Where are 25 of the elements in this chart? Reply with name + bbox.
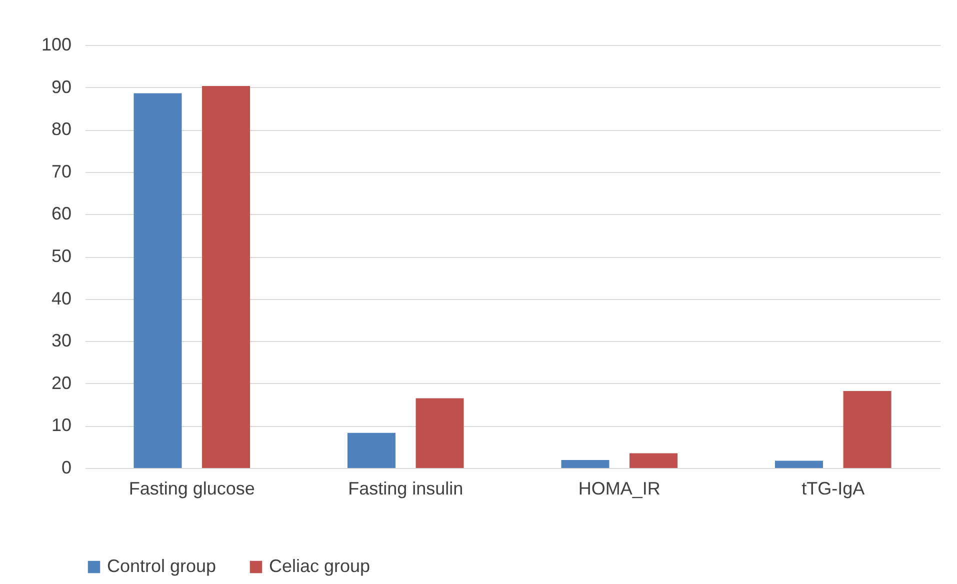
y-tick-label: 0 bbox=[61, 458, 72, 478]
bar bbox=[134, 93, 182, 468]
x-tick-label: tTG-IgA bbox=[802, 478, 865, 498]
bar bbox=[561, 460, 610, 468]
y-tick-label: 60 bbox=[51, 204, 72, 224]
y-tick-label: 20 bbox=[51, 372, 72, 393]
x-tick-label: Fasting insulin bbox=[348, 478, 464, 498]
y-tick-label: 90 bbox=[51, 76, 72, 97]
y-tick-label: 10 bbox=[51, 415, 72, 436]
bar bbox=[416, 398, 464, 468]
bar bbox=[202, 86, 250, 468]
y-tick-label: 50 bbox=[51, 246, 72, 266]
legend-label: Control group bbox=[107, 556, 216, 576]
bar bbox=[774, 460, 823, 468]
bar bbox=[347, 432, 396, 468]
bar bbox=[630, 453, 678, 468]
x-tick-label: HOMA_IR bbox=[578, 478, 660, 498]
legend-label: Celiac group bbox=[269, 556, 370, 576]
y-tick-label: 80 bbox=[51, 119, 72, 140]
y-tick-label: 40 bbox=[51, 288, 72, 308]
y-tick-label: 100 bbox=[41, 34, 72, 54]
bar bbox=[843, 391, 892, 468]
x-tick-label: Fasting glucose bbox=[128, 478, 255, 498]
y-tick-label: 70 bbox=[51, 161, 72, 182]
y-tick-label: 30 bbox=[51, 330, 72, 351]
